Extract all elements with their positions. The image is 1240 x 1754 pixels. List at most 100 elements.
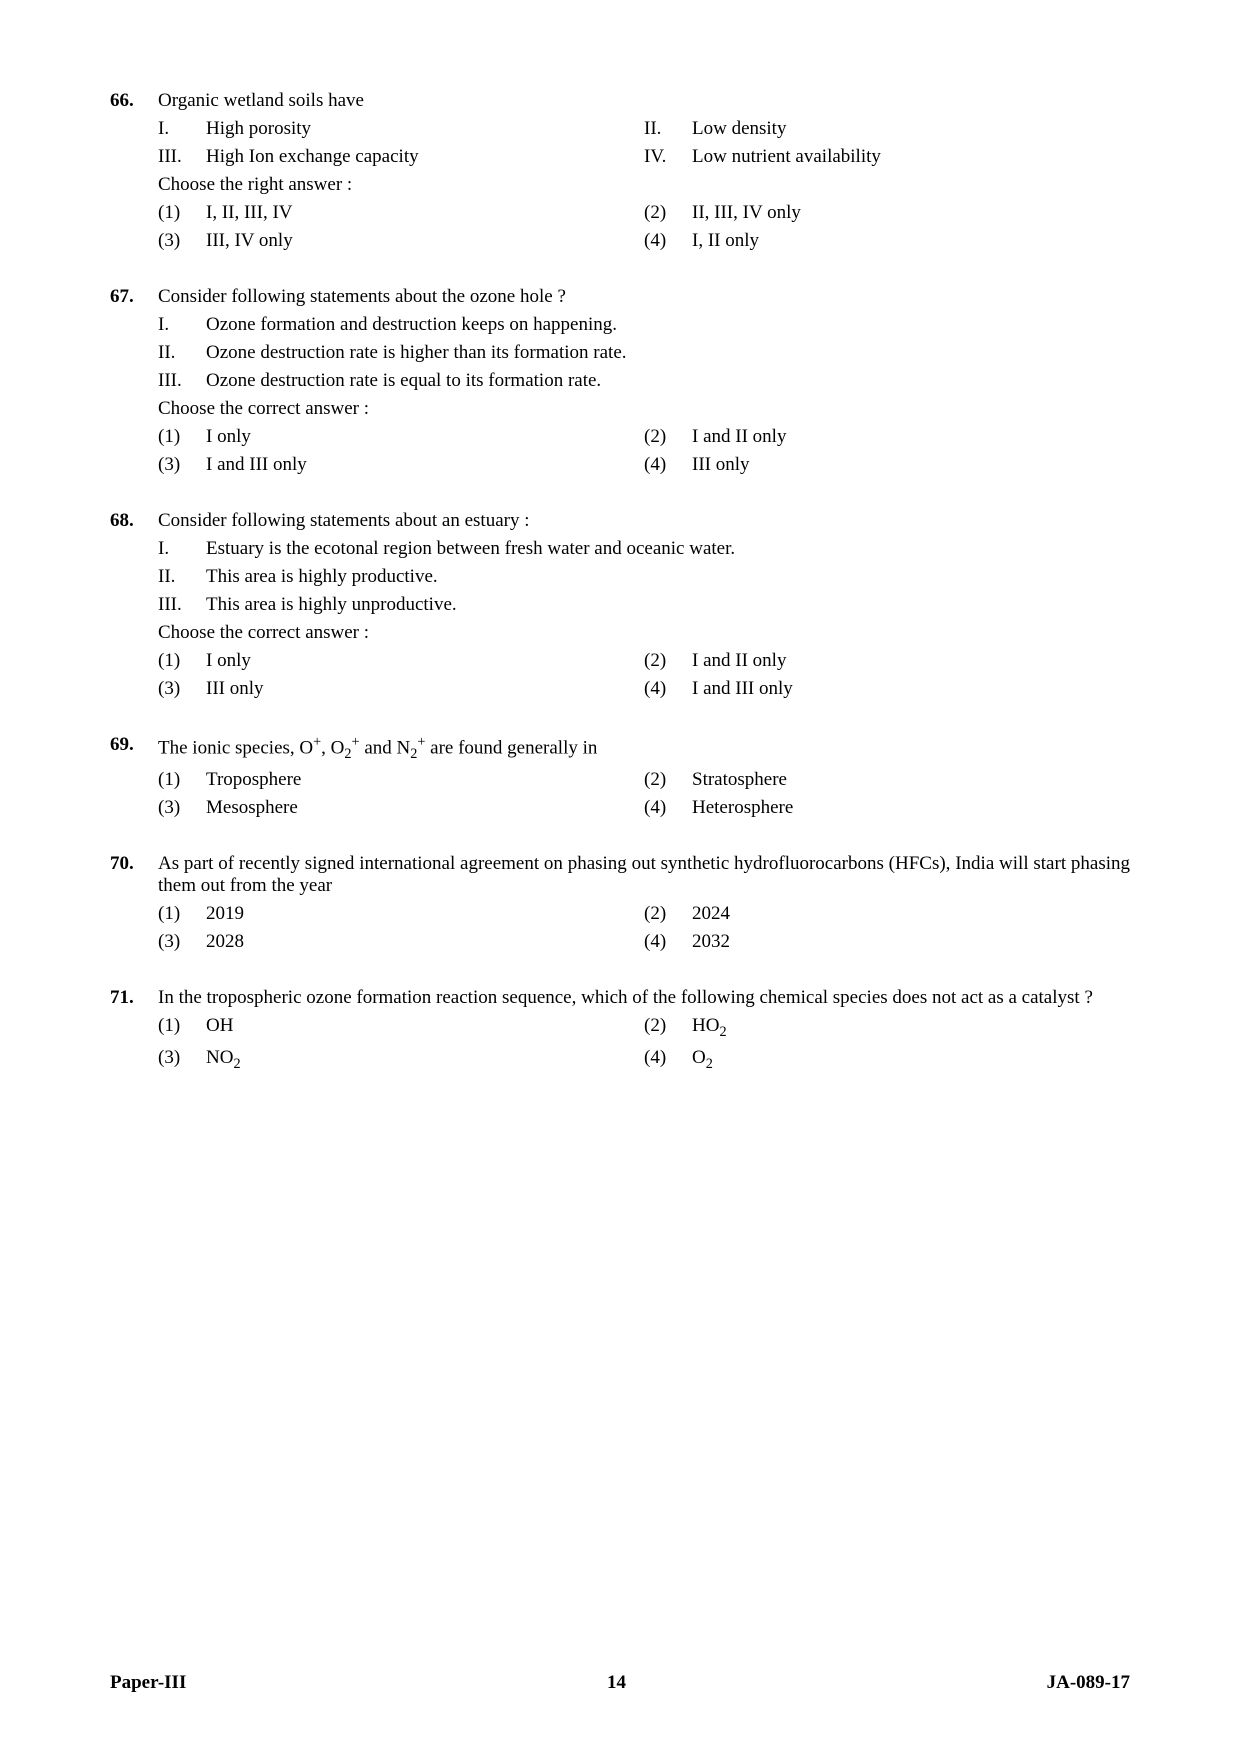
option-label: (3) — [158, 1047, 206, 1073]
option-text: I, II only — [692, 230, 1130, 252]
question: 68.Consider following statements about a… — [110, 510, 1130, 706]
statement-text: Low density — [692, 118, 1130, 140]
option-text: I and II only — [692, 650, 1130, 672]
question-body: As part of recently signed international… — [158, 853, 1130, 959]
question-stem: Consider following statements about the … — [158, 286, 1130, 308]
question-stem: As part of recently signed international… — [158, 853, 1130, 897]
option-text: Mesosphere — [206, 797, 644, 819]
statement-row: II.This area is highly productive. — [158, 566, 1130, 588]
statement-label: III. — [158, 370, 206, 392]
option-text: 2019 — [206, 903, 644, 925]
option-text: O2 — [692, 1047, 1130, 1073]
question-body: In the tropospheric ozone formation reac… — [158, 987, 1130, 1079]
option-row: (1)I, II, III, IV(2)II, III, IV only — [158, 202, 1130, 224]
statement-row: III.High Ion exchange capacityIV.Low nut… — [158, 146, 1130, 168]
statement-row: I.Estuary is the ecotonal region between… — [158, 538, 1130, 560]
statement-text: This area is highly unproductive. — [206, 594, 1130, 616]
option-row: (3)2028(4)2032 — [158, 931, 1130, 953]
statement-row: III.Ozone destruction rate is equal to i… — [158, 370, 1130, 392]
option-label: (1) — [158, 426, 206, 448]
question-number: 66. — [110, 90, 158, 258]
statement-row: I.Ozone formation and destruction keeps … — [158, 314, 1130, 336]
option-label: (3) — [158, 931, 206, 953]
statement-text: This area is highly productive. — [206, 566, 1130, 588]
option-label: (2) — [644, 769, 692, 791]
question-stem: Consider following statements about an e… — [158, 510, 1130, 532]
question-body: Consider following statements about an e… — [158, 510, 1130, 706]
option-text: 2024 — [692, 903, 1130, 925]
option-text: Stratosphere — [692, 769, 1130, 791]
option-text: III only — [206, 678, 644, 700]
question-stem: Organic wetland soils have — [158, 90, 1130, 112]
statement-label: II. — [644, 118, 692, 140]
statement-row: I.High porosityII.Low density — [158, 118, 1130, 140]
choose-prompt: Choose the right answer : — [158, 174, 1130, 196]
option-text: III only — [692, 454, 1130, 476]
footer-right: JA-089-17 — [1047, 1672, 1130, 1694]
option-label: (1) — [158, 769, 206, 791]
option-label: (4) — [644, 230, 692, 252]
option-label: (4) — [644, 931, 692, 953]
option-label: (1) — [158, 1015, 206, 1041]
statement-label: I. — [158, 314, 206, 336]
option-text: HO2 — [692, 1015, 1130, 1041]
statement-label: I. — [158, 118, 206, 140]
option-text: II, III, IV only — [692, 202, 1130, 224]
option-label: (2) — [644, 426, 692, 448]
option-text: Troposphere — [206, 769, 644, 791]
option-label: (3) — [158, 454, 206, 476]
question-body: Consider following statements about the … — [158, 286, 1130, 482]
question-body: Organic wetland soils have I.High porosit… — [158, 90, 1130, 258]
option-text: I and III only — [692, 678, 1130, 700]
option-text: NO2 — [206, 1047, 644, 1073]
option-text: I and II only — [692, 426, 1130, 448]
option-text: I only — [206, 426, 644, 448]
option-text: 2032 — [692, 931, 1130, 953]
option-row: (3)Mesosphere(4)Heterosphere — [158, 797, 1130, 819]
statement-text: Ozone destruction rate is higher than it… — [206, 342, 1130, 364]
question-stem: In the tropospheric ozone formation reac… — [158, 987, 1130, 1009]
choose-prompt: Choose the correct answer : — [158, 622, 1130, 644]
question: 69.The ionic species, O+, O2+ and N2+ ar… — [110, 734, 1130, 825]
statement-text: High Ion exchange capacity — [206, 146, 644, 168]
option-label: (4) — [644, 1047, 692, 1073]
question-body: The ionic species, O+, O2+ and N2+ are f… — [158, 734, 1130, 825]
question: 66.Organic wetland soils have I.High poro… — [110, 90, 1130, 258]
statement-label: II. — [158, 566, 206, 588]
option-row: (1)Troposphere(2)Stratosphere — [158, 769, 1130, 791]
statement-label: IV. — [644, 146, 692, 168]
option-row: (3)NO2(4)O2 — [158, 1047, 1130, 1073]
question-number: 70. — [110, 853, 158, 959]
option-row: (3)III, IV only(4)I, II only — [158, 230, 1130, 252]
statement-text: Ozone formation and destruction keeps on… — [206, 314, 1130, 336]
option-row: (3)III only(4)I and III only — [158, 678, 1130, 700]
option-label: (1) — [158, 202, 206, 224]
question-list: 66.Organic wetland soils haveI.High poro… — [110, 90, 1130, 1079]
option-label: (2) — [644, 202, 692, 224]
option-label: (4) — [644, 678, 692, 700]
option-label: (2) — [644, 650, 692, 672]
choose-prompt: Choose the correct answer : — [158, 398, 1130, 420]
question-number: 67. — [110, 286, 158, 482]
option-text: Heterosphere — [692, 797, 1130, 819]
statement-text: High porosity — [206, 118, 644, 140]
statement-label: II. — [158, 342, 206, 364]
option-label: (2) — [644, 903, 692, 925]
option-label: (3) — [158, 678, 206, 700]
question: 67.Consider following statements about t… — [110, 286, 1130, 482]
footer-left: Paper-III — [110, 1672, 186, 1694]
statement-label: I. — [158, 538, 206, 560]
option-text: I, II, III, IV — [206, 202, 644, 224]
option-row: (1)2019(2)2024 — [158, 903, 1130, 925]
statement-row: II.Ozone destruction rate is higher than… — [158, 342, 1130, 364]
statement-label: III. — [158, 594, 206, 616]
option-row: (3)I and III only(4)III only — [158, 454, 1130, 476]
option-text: OH — [206, 1015, 644, 1041]
statement-label: III. — [158, 146, 206, 168]
option-row: (1)I only(2)I and II only — [158, 426, 1130, 448]
question: 71.In the tropospheric ozone formation r… — [110, 987, 1130, 1079]
option-row: (1)OH(2)HO2 — [158, 1015, 1130, 1041]
question-number: 71. — [110, 987, 158, 1079]
option-text: I and III only — [206, 454, 644, 476]
option-label: (3) — [158, 797, 206, 819]
